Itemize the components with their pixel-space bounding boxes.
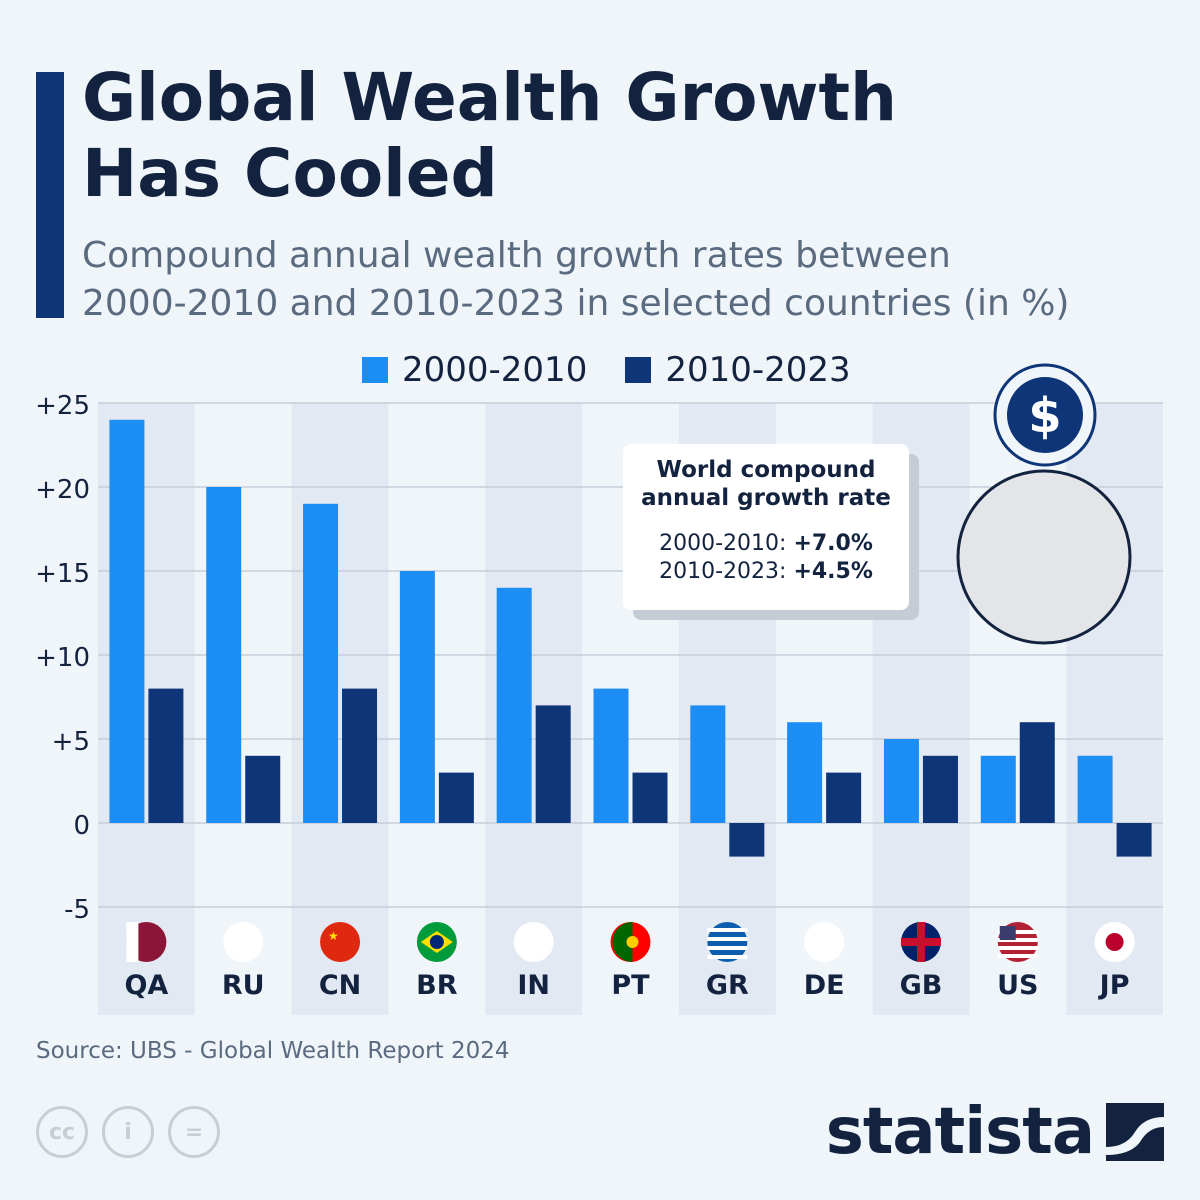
x-tick-label-QA: QA bbox=[124, 970, 168, 1001]
x-tick-label-RU: RU bbox=[222, 970, 265, 1001]
bar-GB-2010-2023 bbox=[922, 755, 958, 823]
bar-US-2000-2010 bbox=[980, 755, 1016, 823]
x-tick-label-IN: IN bbox=[517, 970, 550, 1001]
bar-CN-2010-2023 bbox=[342, 688, 378, 823]
legend-swatch bbox=[625, 357, 652, 383]
flag-stripe bbox=[126, 922, 139, 962]
x-tick-label-GB: GB bbox=[900, 970, 943, 1001]
legend-label: 2000-2010 bbox=[402, 350, 588, 390]
flag-stripe bbox=[997, 946, 1038, 950]
chart-subtitle: Compound annual wealth growth rates betw… bbox=[82, 235, 1070, 324]
flag-IN-icon bbox=[513, 922, 554, 962]
flag-stripe bbox=[707, 937, 748, 941]
bar-GB-2000-2010 bbox=[883, 739, 919, 823]
bar-JP-2010-2023 bbox=[1116, 823, 1152, 857]
x-tick-label-DE: DE bbox=[804, 970, 845, 1001]
source-note: Source: UBS - Global Wealth Report 2024 bbox=[36, 1038, 510, 1064]
x-tick-label-BR: BR bbox=[416, 970, 458, 1001]
flag-RU-icon bbox=[223, 922, 264, 962]
bar-IN-2010-2023 bbox=[535, 705, 571, 823]
y-tick-label: +5 bbox=[52, 727, 90, 757]
bar-QA-2000-2010 bbox=[109, 419, 145, 823]
flag-star: ★ bbox=[328, 929, 339, 943]
statista-logo-icon bbox=[1106, 1103, 1164, 1161]
flag-stripe bbox=[707, 955, 748, 959]
y-tick-label: +25 bbox=[35, 391, 90, 421]
x-tick-label-PT: PT bbox=[611, 970, 650, 1001]
y-tick-label: +10 bbox=[35, 643, 90, 673]
license-icons: cc i = bbox=[36, 1106, 220, 1158]
title-accent-bar bbox=[36, 72, 64, 318]
info-heading: World compound annual growth rate bbox=[641, 457, 891, 511]
legend: 2000-2010 2010-2023 bbox=[362, 350, 851, 390]
x-tick-label-GR: GR bbox=[706, 970, 749, 1001]
flag-fill bbox=[320, 922, 361, 962]
dollar-coin-icon bbox=[1007, 377, 1083, 453]
flag-emblem bbox=[626, 936, 639, 948]
y-tick-label: -5 bbox=[64, 895, 90, 925]
dollar-sign: $ bbox=[1028, 388, 1061, 444]
bar-JP-2000-2010 bbox=[1077, 755, 1113, 823]
flag-sun bbox=[1105, 933, 1124, 951]
bar-DE-2010-2023 bbox=[826, 772, 862, 823]
info-row-2010-2023: 2010-2023: +4.5% bbox=[659, 559, 873, 584]
statista-wordmark: statista bbox=[825, 1095, 1095, 1169]
bar-IN-2000-2010 bbox=[496, 587, 532, 823]
legend-label: 2010-2023 bbox=[665, 350, 851, 390]
no-derivatives-icon[interactable]: = bbox=[168, 1106, 220, 1158]
legend-swatch bbox=[362, 357, 388, 383]
bar-US-2010-2023 bbox=[1019, 722, 1055, 823]
x-tick-label-US: US bbox=[997, 970, 1038, 1001]
y-tick-label: +15 bbox=[35, 559, 90, 589]
bar-QA-2010-2023 bbox=[148, 688, 184, 823]
bar-BR-2000-2010 bbox=[399, 571, 435, 823]
x-tick-label-CN: CN bbox=[319, 970, 361, 1001]
bar-GR-2000-2010 bbox=[690, 705, 726, 823]
legend-item-series2: 2010-2023 bbox=[625, 350, 851, 390]
bar-GR-2010-2023 bbox=[729, 823, 765, 857]
flag-stripe bbox=[997, 954, 1038, 958]
bar-PT-2000-2010 bbox=[593, 688, 629, 823]
legend-item-series1: 2000-2010 bbox=[362, 350, 587, 390]
bar-CN-2000-2010 bbox=[303, 503, 339, 823]
bar-PT-2010-2023 bbox=[632, 772, 668, 823]
creative-commons-icon[interactable]: cc bbox=[36, 1106, 88, 1158]
flag-stripe bbox=[707, 928, 748, 932]
y-tick-label: 0 bbox=[73, 811, 90, 841]
globe-icon bbox=[956, 469, 1132, 645]
world-growth-info-box: World compound annual growth rate 2000-20… bbox=[623, 444, 909, 610]
bar-BR-2010-2023 bbox=[438, 772, 474, 823]
x-tick-label-JP: JP bbox=[1098, 970, 1130, 1001]
flag-DE-icon bbox=[804, 922, 845, 962]
bar-RU-2000-2010 bbox=[206, 487, 242, 823]
bar-DE-2000-2010 bbox=[787, 722, 823, 823]
flag-stripe bbox=[997, 938, 1038, 942]
flag-globe bbox=[429, 935, 444, 949]
info-row-2000-2010: 2000-2010: +7.0% bbox=[659, 531, 873, 556]
statista-logo[interactable]: statista bbox=[826, 1095, 1164, 1169]
attribution-icon[interactable]: i bbox=[102, 1106, 154, 1158]
flag-stripe bbox=[612, 922, 633, 962]
flag-canton bbox=[999, 926, 1016, 940]
flag-stripe bbox=[707, 946, 748, 950]
flag-cross bbox=[916, 922, 925, 962]
flag-stripe bbox=[997, 930, 1038, 934]
y-tick-label: +20 bbox=[35, 475, 90, 505]
bar-RU-2010-2023 bbox=[245, 755, 281, 823]
chart-title: Global Wealth Growth Has Cooled bbox=[82, 59, 897, 212]
